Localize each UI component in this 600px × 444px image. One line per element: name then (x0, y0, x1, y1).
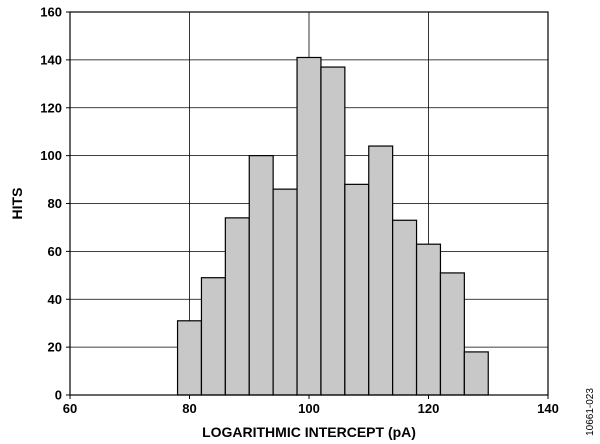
y-tick-label-8: 160 (40, 5, 62, 20)
y-tick-label-0: 0 (55, 388, 62, 403)
x-axis-ticks: 60 80 100 120 140 (63, 395, 559, 416)
histogram-bar-84 (200, 277, 226, 396)
histogram-bar-128 (463, 351, 489, 396)
x-tick-label-1: 80 (182, 401, 196, 416)
y-tick-label-5: 100 (40, 148, 62, 163)
histogram-bar-108 (344, 183, 370, 396)
y-axis-title: HITS (9, 188, 25, 220)
histogram-bar-112 (368, 145, 394, 396)
y-tick-label-7: 140 (40, 52, 62, 67)
histogram-bar-124 (439, 272, 465, 396)
x-tick-label-3: 120 (418, 401, 440, 416)
histogram-bar-120 (415, 243, 442, 396)
x-tick-label-4: 140 (537, 401, 559, 416)
x-tick-label-0: 60 (63, 401, 77, 416)
histogram-bar-116 (392, 219, 418, 396)
y-tick-label-4: 80 (48, 196, 62, 211)
figure-id-label: 10661-023 (585, 388, 596, 436)
histogram-bar-80 (176, 320, 203, 396)
y-tick-label-3: 60 (48, 244, 62, 259)
y-tick-label-1: 20 (48, 340, 62, 355)
x-tick-label-2: 100 (298, 401, 320, 416)
histogram-bar-104 (320, 66, 346, 396)
y-axis-ticks: 0 20 40 60 80 100 120 140 160 (40, 5, 70, 403)
y-tick-label-2: 40 (48, 292, 62, 307)
histogram-bar-100 (296, 56, 322, 396)
x-axis-title: LOGARITHMIC INTERCEPT (pA) (202, 424, 416, 440)
histogram-bar-88 (224, 217, 250, 396)
histogram-bar-92 (248, 155, 274, 396)
y-tick-label-6: 120 (40, 100, 62, 115)
histogram-bar-96 (272, 188, 298, 396)
